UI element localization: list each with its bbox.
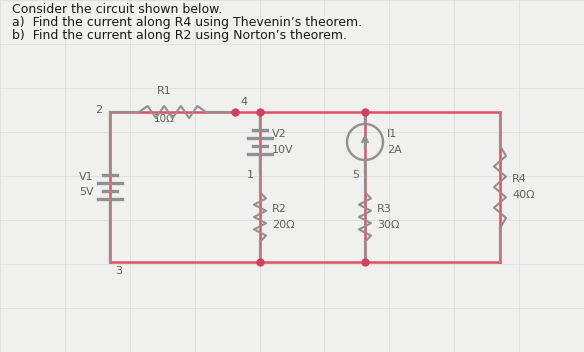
Text: 3: 3	[115, 266, 122, 276]
Text: 10V: 10V	[272, 145, 294, 155]
Text: Consider the circuit shown below.: Consider the circuit shown below.	[12, 3, 223, 16]
Text: R4: R4	[512, 174, 527, 184]
Text: R2: R2	[272, 204, 287, 214]
Text: b)  Find the current along R2 using Norton’s theorem.: b) Find the current along R2 using Norto…	[12, 29, 347, 42]
Text: 30Ω: 30Ω	[377, 220, 399, 230]
Text: 40Ω: 40Ω	[512, 190, 534, 200]
Text: 4: 4	[240, 97, 247, 107]
Text: V2: V2	[272, 129, 287, 139]
Text: R3: R3	[377, 204, 392, 214]
Text: 2A: 2A	[387, 145, 402, 155]
Text: 2: 2	[95, 105, 102, 115]
Text: I1: I1	[387, 129, 397, 139]
Text: R1: R1	[157, 86, 172, 96]
Text: V1: V1	[79, 172, 94, 182]
Text: 5V: 5V	[79, 187, 94, 197]
Text: 1: 1	[247, 170, 254, 180]
Text: 20Ω: 20Ω	[272, 220, 294, 230]
Text: 5: 5	[352, 170, 359, 180]
Text: 10Ω: 10Ω	[154, 114, 175, 124]
Text: a)  Find the current along R4 using Thevenin’s theorem.: a) Find the current along R4 using Theve…	[12, 16, 362, 29]
